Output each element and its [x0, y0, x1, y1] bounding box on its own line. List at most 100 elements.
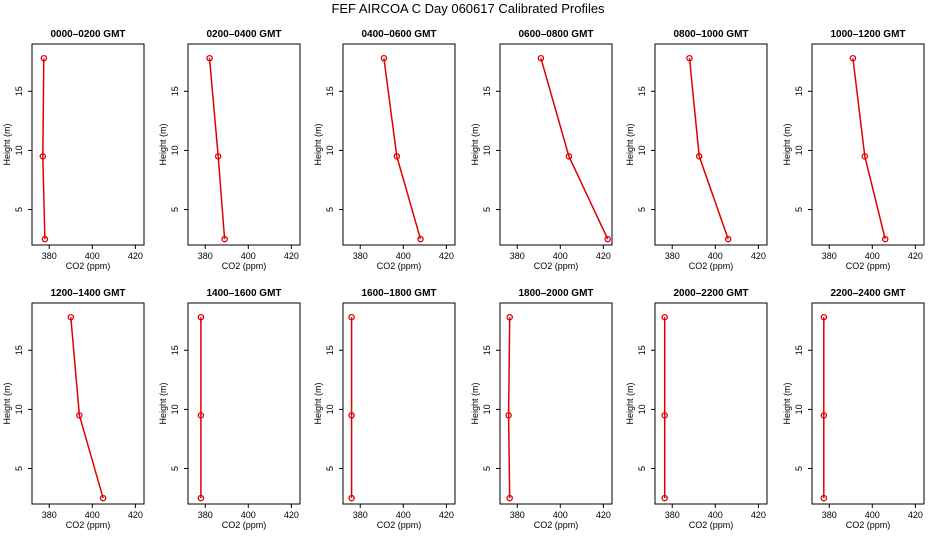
x-axis-label: CO2 (ppm): [534, 261, 579, 271]
y-axis-label: Height (m): [2, 382, 12, 424]
y-tick-label: 15: [482, 86, 492, 96]
panel: 2200–2400 GMT 380 400 420 5 10 15 CO2 (ppm) Heig…: [782, 288, 925, 530]
data-point: [695, 153, 703, 160]
panel: 0200–0400 GMT 380 400 420 5 10 15 CO2 (ppm) Heig…: [158, 29, 301, 271]
data-point: [604, 235, 611, 243]
x-tick-label: 400: [85, 251, 100, 261]
data-point: [537, 54, 545, 62]
x-tick-label: 380: [822, 510, 837, 520]
profile-line: [540, 57, 609, 240]
panel: 1800–2000 GMT 380 400 420 5 10 15 CO2 (ppm) Heig…: [470, 288, 613, 530]
data-point: [348, 313, 355, 321]
panel: 0000–0200 GMT 380 400 420 5 10 15 CO2 (ppm) Heig…: [2, 29, 145, 271]
y-tick-label: 10: [325, 404, 335, 414]
panel: 1000–1200 GMT 380 400 420 5 10 15 CO2 (ppm) Heig…: [782, 29, 925, 271]
profile-line: [507, 317, 511, 499]
panel-title: 1200–1400 GMT: [50, 288, 125, 299]
y-tick-label: 10: [637, 145, 647, 155]
plot-frame: [499, 43, 613, 246]
x-axis-label: CO2 (ppm): [846, 261, 891, 271]
y-axis-label: Height (m): [158, 123, 168, 165]
data-point: [820, 313, 828, 321]
x-tick-label: 420: [128, 510, 143, 520]
profile-line: [42, 58, 46, 240]
y-tick-label: 5: [14, 466, 24, 471]
x-tick-label: 420: [751, 510, 766, 520]
x-tick-label: 380: [665, 251, 680, 261]
data-point: [661, 494, 668, 502]
data-point: [76, 412, 83, 419]
x-tick-label: 400: [241, 251, 256, 261]
panel-title: 2200–2400 GMT: [830, 288, 905, 299]
y-tick-label: 15: [325, 86, 335, 96]
data-point: [206, 54, 213, 62]
data-point: [197, 313, 205, 321]
data-point: [99, 494, 107, 502]
y-tick-label: 15: [325, 345, 335, 355]
data-point: [861, 153, 869, 160]
x-tick-label: 380: [198, 251, 213, 261]
plot-frame: [499, 302, 613, 505]
panel-title: 0200–0400 GMT: [206, 29, 281, 40]
y-tick-label: 5: [170, 207, 180, 212]
y-axis-label: Height (m): [782, 382, 792, 424]
y-tick-label: 10: [14, 145, 24, 155]
data-point: [40, 54, 48, 62]
y-tick-label: 5: [482, 207, 492, 212]
x-tick-label: 420: [908, 251, 923, 261]
data-point: [820, 412, 828, 419]
data-point: [197, 494, 205, 502]
x-tick-label: 380: [510, 510, 525, 520]
data-point: [565, 153, 573, 160]
x-tick-label: 380: [42, 510, 57, 520]
x-tick-label: 420: [284, 510, 299, 520]
x-tick-label: 380: [198, 510, 213, 520]
y-axis-label: Height (m): [2, 123, 12, 165]
plot-frame: [342, 302, 456, 505]
data-point: [661, 313, 668, 321]
x-tick-label: 420: [596, 510, 611, 520]
y-tick-label: 15: [14, 86, 24, 96]
x-axis-label: CO2 (ppm): [222, 520, 267, 530]
y-tick-label: 15: [170, 86, 180, 96]
x-tick-label: 400: [85, 510, 100, 520]
data-point: [881, 235, 889, 243]
x-tick-label: 400: [396, 251, 411, 261]
panel-title: 1800–2000 GMT: [518, 288, 593, 299]
data-point: [724, 235, 732, 243]
panel-title: 0400–0600 GMT: [361, 29, 436, 40]
data-point: [39, 153, 47, 160]
plot-frame: [31, 302, 145, 505]
x-tick-label: 400: [553, 510, 568, 520]
y-tick-label: 10: [794, 404, 804, 414]
y-tick-label: 5: [170, 466, 180, 471]
y-tick-label: 10: [482, 145, 492, 155]
y-tick-label: 10: [482, 404, 492, 414]
x-tick-label: 400: [553, 251, 568, 261]
panel: 1200–1400 GMT 380 400 420 5 10 15 CO2 (ppm) Heig…: [2, 288, 145, 530]
data-point: [67, 313, 75, 321]
data-point: [348, 412, 355, 419]
y-tick-label: 15: [482, 345, 492, 355]
data-point: [197, 412, 205, 419]
y-tick-label: 10: [14, 404, 24, 414]
figure-title: FEF AIRCOA C Day 060617 Calibrated Profi…: [331, 1, 605, 16]
profile-line: [383, 58, 422, 240]
y-axis-label: Height (m): [470, 123, 480, 165]
x-tick-label: 380: [353, 510, 368, 520]
y-tick-label: 10: [170, 404, 180, 414]
panel: 1400–1600 GMT 380 400 420 5 10 15 CO2 (ppm) Heig…: [158, 288, 301, 530]
data-point: [506, 313, 513, 321]
y-axis-label: Height (m): [313, 382, 323, 424]
plot-frame: [187, 43, 301, 246]
y-tick-label: 10: [637, 404, 647, 414]
x-tick-label: 420: [908, 510, 923, 520]
profile-line: [688, 58, 729, 240]
panel-title: 1600–1800 GMT: [361, 288, 436, 299]
y-axis-label: Height (m): [313, 123, 323, 165]
plot-frame: [811, 43, 925, 246]
data-point: [41, 235, 49, 243]
data-point: [214, 153, 222, 160]
x-tick-label: 400: [708, 251, 723, 261]
